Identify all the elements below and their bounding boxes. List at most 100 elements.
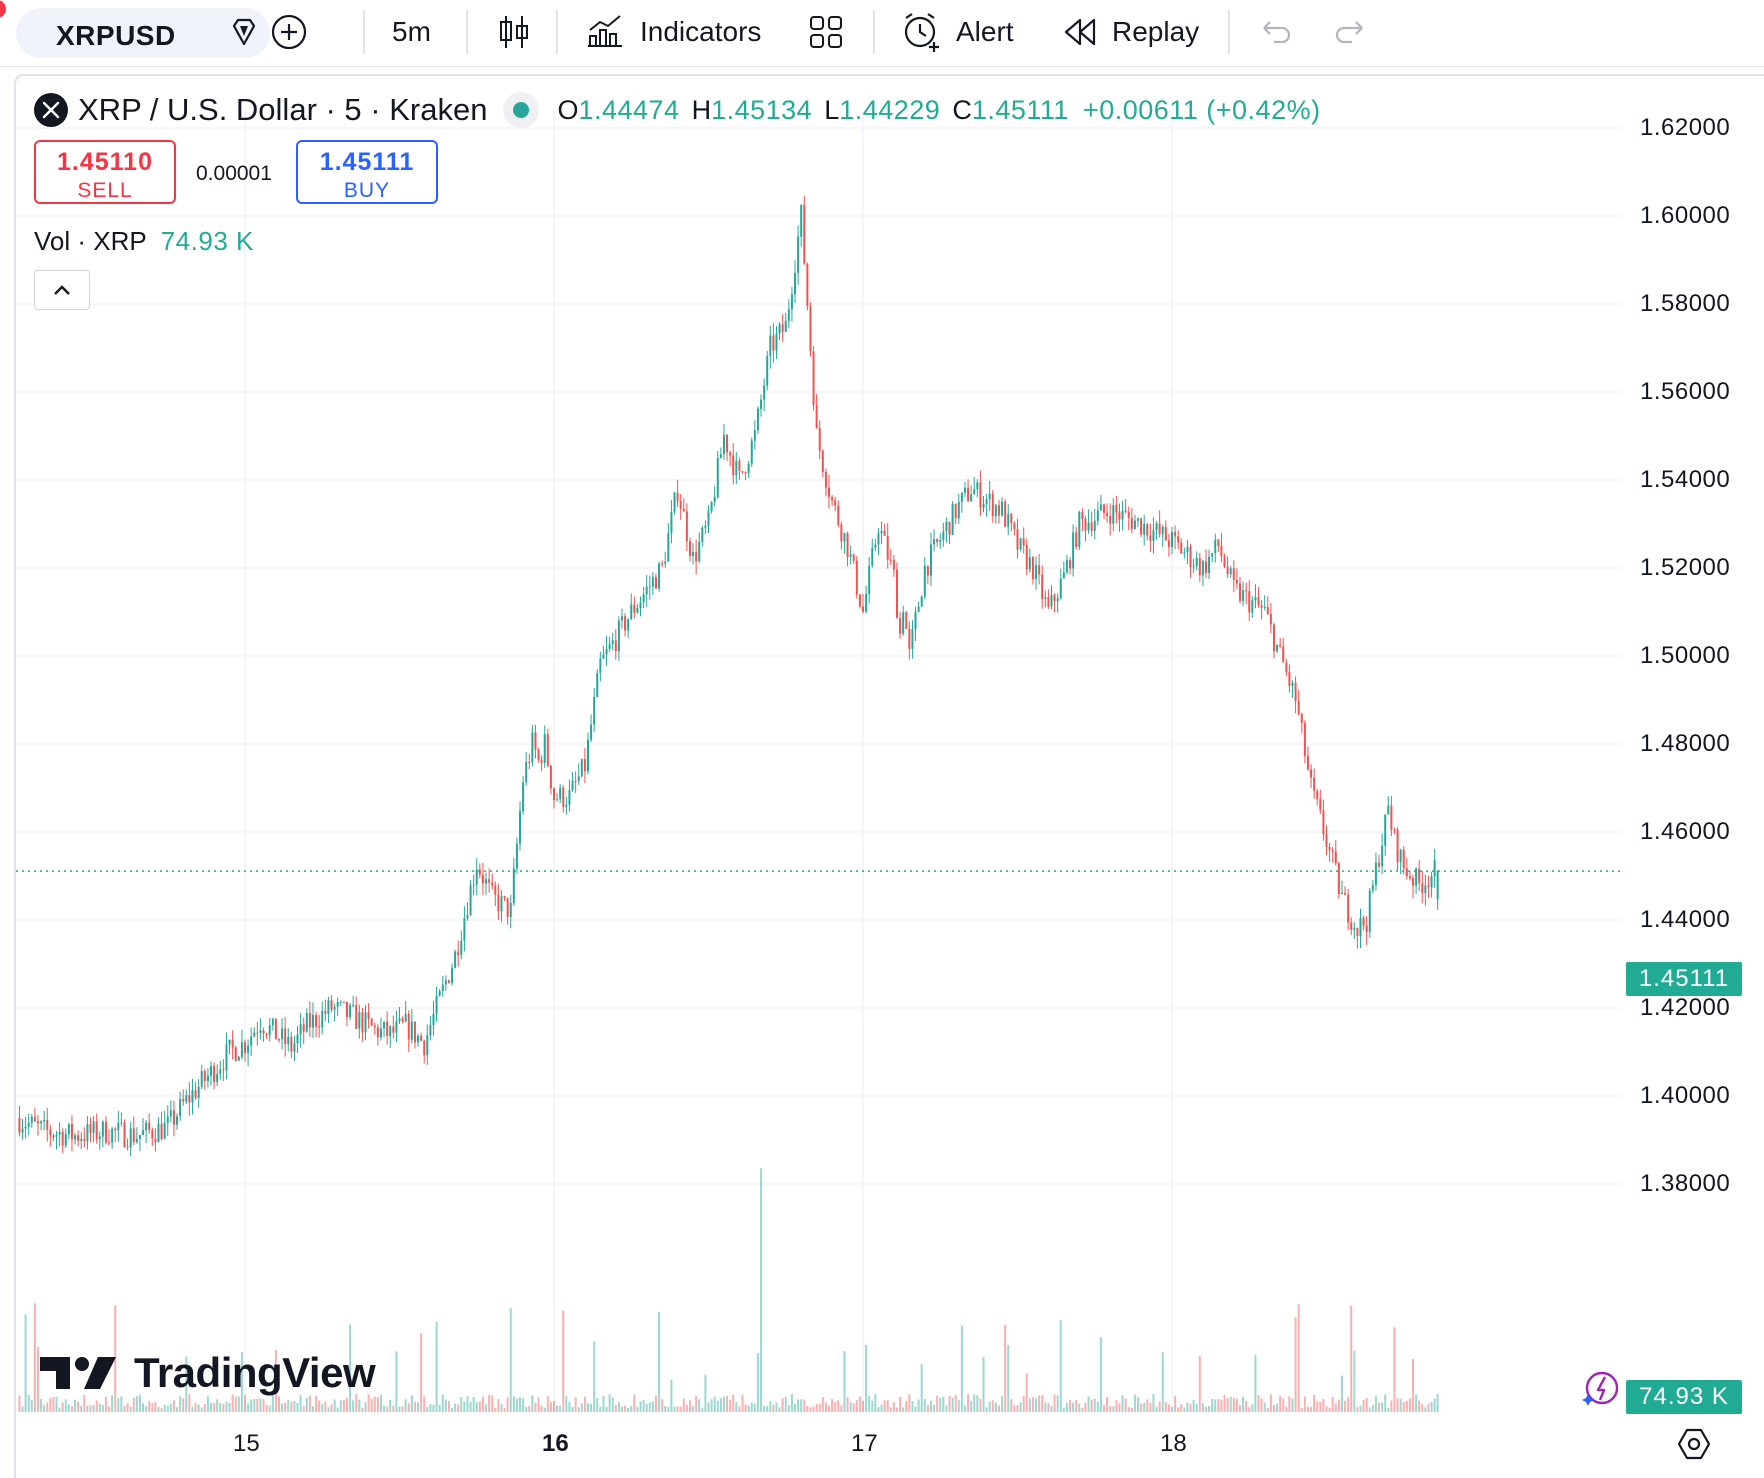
- market-status-icon[interactable]: [503, 92, 540, 128]
- candle: [1285, 658, 1288, 677]
- candle: [1359, 908, 1362, 949]
- candle: [586, 732, 589, 775]
- volume-bar: [948, 1395, 951, 1412]
- volume-bar: [821, 1397, 824, 1412]
- volume-bar: [216, 1399, 219, 1412]
- candle: [231, 1030, 234, 1060]
- tradingview-logo[interactable]: TradingView: [40, 1348, 376, 1398]
- volume-bar: [1186, 1402, 1189, 1412]
- replay-button[interactable]: Replay: [1062, 0, 1199, 64]
- volume-bar: [404, 1399, 407, 1412]
- candle: [707, 505, 710, 534]
- volume-bar: [361, 1407, 364, 1412]
- volume-bar: [735, 1402, 738, 1412]
- volume-bar: [1340, 1375, 1343, 1412]
- volume-bar: [902, 1407, 905, 1412]
- sparkle-lightning-icon[interactable]: [1578, 1368, 1620, 1410]
- candle: [1028, 548, 1031, 573]
- candle: [259, 1018, 262, 1040]
- candle: [444, 975, 447, 991]
- volume-bar: [435, 1321, 438, 1412]
- volume-bar: [608, 1394, 611, 1412]
- volume-bar: [339, 1400, 342, 1412]
- chart-settings-icon[interactable]: [1676, 1426, 1712, 1462]
- volume-bar: [1405, 1400, 1408, 1412]
- volume-bar: [417, 1402, 420, 1412]
- candle: [407, 1010, 410, 1053]
- candle: [1217, 538, 1220, 553]
- candle: [648, 575, 651, 600]
- alert-button[interactable]: Alert: [900, 0, 1014, 64]
- candle: [596, 669, 599, 698]
- volume-bar: [1251, 1404, 1254, 1412]
- candle: [123, 1119, 126, 1148]
- replay-label: Replay: [1112, 16, 1200, 47]
- symbol-title[interactable]: XRP / U.S. Dollar · 5 · Kraken: [78, 92, 488, 127]
- volume-bar: [333, 1399, 336, 1412]
- volume-bar: [1285, 1406, 1288, 1412]
- volume-bar: [475, 1401, 478, 1412]
- volume-bar: [852, 1403, 855, 1412]
- candle: [936, 538, 939, 547]
- volume-bar: [1353, 1350, 1356, 1412]
- collapse-legend-button[interactable]: [34, 270, 90, 310]
- volume-bar: [574, 1397, 577, 1412]
- volume-bar: [957, 1400, 960, 1412]
- volume-bar: [797, 1399, 800, 1412]
- candle: [664, 551, 667, 568]
- volume-bar: [1368, 1407, 1371, 1412]
- volume-bar: [89, 1405, 92, 1412]
- candle: [1303, 720, 1306, 764]
- volume-bar: [775, 1402, 778, 1412]
- volume-bar: [460, 1396, 463, 1412]
- candle: [534, 724, 537, 759]
- close-label: C: [952, 94, 972, 125]
- symbol-search[interactable]: XRPUSD: [16, 8, 270, 58]
- candle: [274, 1018, 277, 1040]
- chart-type-button[interactable]: [494, 0, 534, 64]
- candle: [902, 605, 905, 637]
- volume-bar: [1201, 1403, 1204, 1412]
- add-symbol-button[interactable]: [262, 0, 316, 64]
- volume-bar: [1075, 1399, 1078, 1412]
- volume-bar: [330, 1404, 333, 1412]
- candle: [200, 1064, 203, 1090]
- price-tick-label: 1.60000: [1640, 202, 1731, 229]
- volume-bar: [1121, 1395, 1124, 1412]
- redo-button[interactable]: [1330, 0, 1370, 64]
- candle: [104, 1116, 107, 1145]
- candle: [1288, 664, 1291, 693]
- layout-button[interactable]: [806, 0, 846, 64]
- volume-bar: [383, 1406, 386, 1412]
- volume-bar: [426, 1407, 429, 1412]
- open-value: 1.44474: [578, 94, 680, 125]
- undo-button[interactable]: [1256, 0, 1296, 64]
- candle: [413, 1021, 416, 1049]
- candle: [939, 533, 942, 549]
- candle: [515, 837, 518, 874]
- candle: [1294, 676, 1297, 714]
- volume-bar: [1211, 1399, 1214, 1412]
- candle: [1272, 622, 1275, 659]
- candle: [27, 1113, 30, 1136]
- candle: [441, 975, 444, 997]
- buy-button[interactable]: 1.45111 BUY: [296, 140, 438, 204]
- volume-bar: [1384, 1394, 1387, 1412]
- volume-bar: [565, 1396, 568, 1412]
- indicators-button[interactable]: Indicators: [584, 0, 761, 64]
- volume-bar: [732, 1394, 735, 1412]
- interval-button[interactable]: 5m: [392, 0, 431, 64]
- compare-diamond-icon[interactable]: [222, 8, 266, 56]
- sell-button[interactable]: 1.45110 SELL: [34, 140, 176, 204]
- candle: [1365, 916, 1368, 946]
- candle: [818, 420, 821, 460]
- volume-bar: [648, 1402, 651, 1412]
- candle: [979, 470, 982, 516]
- candle: [1140, 517, 1143, 537]
- volume-legend[interactable]: Vol · XRP 74.93 K: [34, 226, 254, 257]
- volume-bar: [1155, 1407, 1158, 1412]
- volume-bar: [1177, 1407, 1180, 1412]
- chart-pane[interactable]: [14, 74, 1764, 1478]
- candle: [967, 479, 970, 503]
